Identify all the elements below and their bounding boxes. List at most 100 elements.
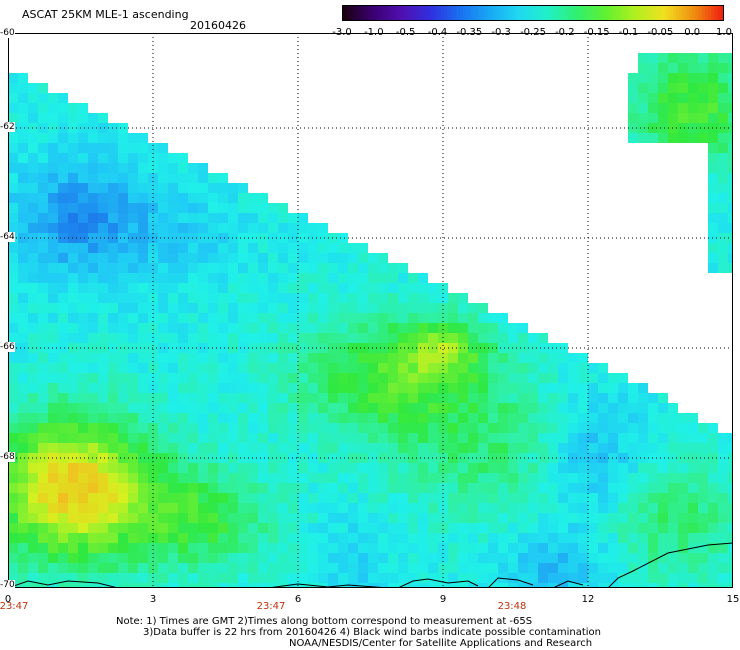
wind-cell <box>698 563 708 573</box>
wind-cell <box>68 533 78 543</box>
wind-cell <box>338 413 348 423</box>
wind-cell <box>268 443 278 453</box>
colorbar-swatch <box>571 5 575 21</box>
wind-cell <box>218 513 228 523</box>
wind-cell <box>718 113 728 123</box>
wind-cell <box>458 363 468 373</box>
wind-cell <box>588 543 598 553</box>
wind-cell <box>448 483 458 493</box>
wind-cell <box>138 373 148 383</box>
wind-cell <box>618 403 628 413</box>
wind-cell <box>528 333 538 343</box>
wind-cell <box>18 343 28 353</box>
wind-cell <box>38 473 48 483</box>
colorbar-swatch <box>431 5 435 21</box>
wind-cell <box>578 443 588 453</box>
wind-cell <box>168 493 178 503</box>
wind-cell <box>678 523 688 533</box>
wind-cell <box>398 293 408 303</box>
wind-cell <box>288 273 298 283</box>
colorbar-swatch <box>638 5 642 21</box>
wind-cell <box>58 273 68 283</box>
wind-cell <box>548 423 558 433</box>
wind-cell <box>418 373 428 383</box>
wind-cell <box>418 443 428 453</box>
wind-cell <box>708 243 718 253</box>
wind-cell <box>558 543 568 553</box>
wind-cell <box>398 493 408 503</box>
wind-cell <box>78 553 88 563</box>
wind-cell <box>338 363 348 373</box>
wind-cell <box>198 453 208 463</box>
wind-cell <box>178 263 188 273</box>
wind-cell <box>588 513 598 523</box>
wind-cell <box>378 393 388 403</box>
wind-cell <box>388 533 398 543</box>
wind-cell <box>78 203 88 213</box>
wind-cell <box>628 523 638 533</box>
wind-cell <box>648 443 658 453</box>
wind-cell <box>318 293 328 303</box>
wind-cell <box>78 113 88 123</box>
wind-cell <box>98 213 108 223</box>
wind-cell <box>58 343 68 353</box>
wind-cell <box>178 523 188 533</box>
wind-cell <box>438 343 448 353</box>
wind-cell <box>308 253 318 263</box>
wind-cell <box>688 573 698 583</box>
wind-cell <box>628 413 638 423</box>
wind-cell <box>158 233 168 243</box>
wind-cell <box>248 333 258 343</box>
colorbar-border <box>342 5 724 21</box>
colorbar-label: -0.1 <box>618 27 639 38</box>
wind-cell <box>468 503 478 513</box>
wind-cell <box>698 543 708 553</box>
wind-cell <box>88 163 98 173</box>
wind-cell <box>418 493 428 503</box>
wind-cell <box>118 153 128 163</box>
colorbar-swatch <box>402 5 407 21</box>
wind-cell <box>148 283 158 293</box>
wind-cell <box>538 353 548 363</box>
colorbar-label: -0.3 <box>491 27 511 38</box>
wind-cell <box>118 503 128 513</box>
wind-cell <box>218 473 228 483</box>
wind-cell <box>348 413 358 423</box>
wind-cell <box>68 303 78 313</box>
wind-cell <box>648 433 658 443</box>
wind-cell <box>208 223 218 233</box>
wind-cell <box>598 493 608 503</box>
wind-cell <box>238 283 248 293</box>
wind-cell <box>318 353 328 363</box>
wind-cell <box>448 463 458 473</box>
wind-cell <box>368 573 378 583</box>
wind-cell <box>278 263 288 273</box>
wind-cell <box>558 433 568 443</box>
wind-cell <box>518 383 528 393</box>
wind-cell <box>428 423 438 433</box>
wind-cell <box>28 243 38 253</box>
wind-cell <box>548 563 558 573</box>
wind-cell <box>298 243 308 253</box>
map-title: ASCAT 25KM MLE-1 ascending <box>22 8 189 21</box>
wind-cell <box>478 303 488 313</box>
wind-cell <box>58 403 68 413</box>
wind-cell <box>168 243 178 253</box>
wind-cell <box>668 103 678 113</box>
wind-cell <box>528 443 538 453</box>
wind-cell <box>468 543 478 553</box>
wind-cell <box>98 473 108 483</box>
wind-cell <box>8 493 18 503</box>
wind-cell <box>258 513 268 523</box>
wind-cell <box>708 213 718 223</box>
wind-cell <box>538 503 548 513</box>
wind-cell <box>648 403 658 413</box>
colorbar-swatch <box>644 5 649 21</box>
wind-cell <box>248 413 258 423</box>
wind-cell <box>608 443 618 453</box>
wind-cell <box>38 363 48 373</box>
wind-cell <box>228 283 238 293</box>
wind-cell <box>348 243 358 253</box>
wind-cell <box>528 523 538 533</box>
wind-cell <box>628 463 638 473</box>
